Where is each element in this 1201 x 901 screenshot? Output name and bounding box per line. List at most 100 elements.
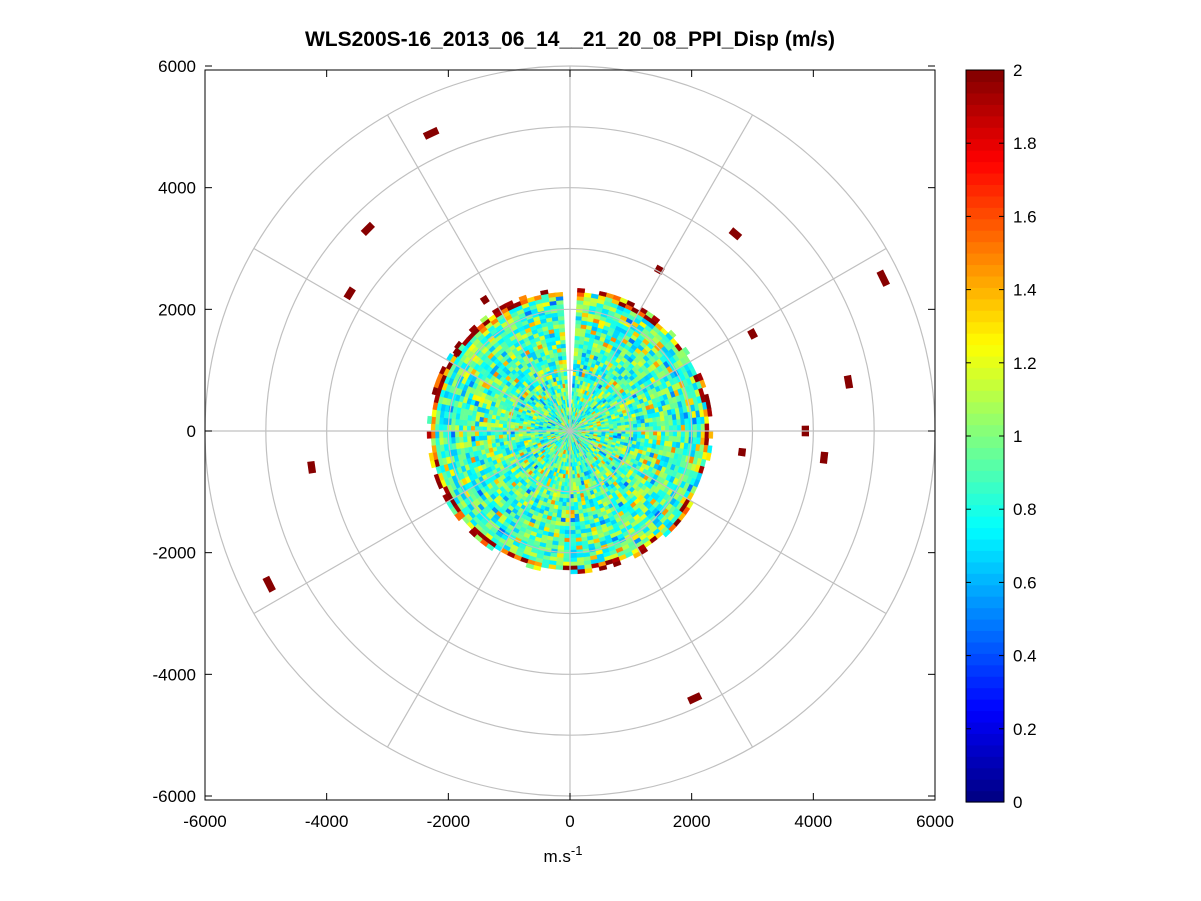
- ppi-gate: [576, 295, 585, 301]
- ppi-gate: [576, 303, 584, 309]
- y-tick-label: 0: [187, 422, 196, 441]
- ppi-gate: [561, 509, 567, 515]
- ppi-gate: [561, 501, 567, 507]
- colorbar-swatch: [966, 630, 1004, 643]
- colorbar-swatch: [966, 687, 1004, 700]
- ppi-gate: [578, 509, 584, 515]
- colorbar-swatch: [966, 653, 1004, 666]
- ppi-gate: [478, 421, 484, 427]
- y-tick-label: -2000: [153, 544, 196, 563]
- ppi-gate: [458, 424, 464, 432]
- ppi-gate: [560, 339, 566, 345]
- x-tick-label: 0: [565, 812, 574, 831]
- ppi-gate: [684, 430, 690, 438]
- ppi-gate: [700, 423, 706, 432]
- colorbar-swatch: [966, 504, 1004, 517]
- ppi-gate: [450, 424, 456, 432]
- ppi-gate: [574, 335, 581, 341]
- ppi-gate: [644, 434, 650, 440]
- ppi-gate: [482, 430, 487, 436]
- ppi-gate: [557, 545, 565, 551]
- ppi-gate: [563, 375, 568, 380]
- ppi-gate: [576, 561, 585, 567]
- ppi-gate: [574, 327, 582, 333]
- ppi-gate: [502, 434, 508, 439]
- ppi-gate: [490, 422, 496, 428]
- ppi-gate: [636, 434, 642, 439]
- ppi-gate: [470, 425, 476, 432]
- ppi-gate: [565, 387, 569, 392]
- colorbar-tick-label: 1.8: [1013, 134, 1037, 153]
- ppi-gate: [564, 379, 568, 384]
- ppi-gate: [462, 430, 468, 437]
- ppi-gate: [486, 417, 492, 423]
- ppi-gate: [680, 430, 686, 438]
- ppi-gate: [431, 444, 437, 453]
- ppi-gate: [561, 351, 567, 357]
- ppi-gate: [574, 343, 580, 349]
- colorbar-tick-label: 0.4: [1013, 647, 1037, 666]
- ppi-gate: [569, 510, 575, 515]
- ppi-gate: [664, 420, 670, 427]
- ppi-gate: [562, 497, 567, 503]
- ppi-gate: [573, 493, 578, 499]
- ppi-gate: [707, 408, 713, 417]
- ppi-gate: [565, 391, 569, 396]
- colorbar-swatch: [966, 195, 1004, 208]
- ppi-gate: [458, 436, 464, 443]
- ppi-gate: [648, 434, 654, 440]
- ppi-gate: [438, 430, 444, 439]
- ppi-gate: [514, 433, 519, 438]
- ppi-gate: [566, 395, 569, 400]
- ppi-gate: [442, 417, 448, 425]
- ppi-gate: [684, 436, 690, 444]
- ppi-gate: [575, 541, 583, 547]
- colorbar-swatch: [966, 70, 1004, 83]
- ppi-gate: [583, 292, 592, 298]
- colorbar-swatch: [966, 104, 1004, 117]
- colorbar-swatch: [966, 81, 1004, 94]
- ppi-gate: [567, 410, 570, 416]
- isolated-gate: [737, 447, 747, 457]
- ppi-gate: [684, 418, 690, 426]
- ppi-gate: [621, 424, 626, 429]
- ppi-gate: [564, 521, 571, 527]
- ppi-gate: [474, 435, 480, 442]
- colorbar-swatch: [966, 619, 1004, 632]
- colorbar-swatch: [966, 378, 1004, 391]
- ppi-gate: [572, 474, 576, 479]
- ppi-gate: [575, 315, 583, 321]
- colorbar-swatch: [966, 355, 1004, 368]
- ppi-gate: [676, 419, 682, 426]
- colorbar-tick-label: 1.4: [1013, 281, 1037, 300]
- colorbar-swatch: [966, 664, 1004, 677]
- ppi-gate: [559, 525, 566, 531]
- ppi-gate: [574, 331, 581, 337]
- ppi-gate: [648, 417, 654, 423]
- colorbar-swatch: [966, 241, 1004, 254]
- ppi-gate: [462, 425, 468, 432]
- colorbar-swatch: [966, 298, 1004, 311]
- ppi-gate: [574, 525, 581, 531]
- ppi-gate: [494, 434, 500, 440]
- ppi-gate: [561, 355, 567, 361]
- ppi-gate: [564, 525, 571, 531]
- ppi-gate: [584, 568, 593, 574]
- ppi-gate: [636, 419, 642, 425]
- ppi-gate: [640, 418, 646, 424]
- colorbar-swatch: [966, 641, 1004, 654]
- ppi-gate: [562, 363, 567, 369]
- colorbar-swatch: [966, 207, 1004, 220]
- ppi-gate: [558, 533, 565, 539]
- ppi-gate: [478, 430, 484, 437]
- ppi-gate: [704, 416, 710, 425]
- x-axis-label-text: m.s: [544, 847, 571, 866]
- ppi-gate: [490, 430, 495, 436]
- colorbar-swatch: [966, 527, 1004, 540]
- ppi-gate: [569, 521, 576, 527]
- ppi-gate: [676, 424, 682, 432]
- ppi-gate: [704, 430, 710, 439]
- y-tick-label: 6000: [158, 57, 196, 76]
- ppi-gate: [438, 423, 444, 432]
- ppi-gate: [632, 423, 638, 428]
